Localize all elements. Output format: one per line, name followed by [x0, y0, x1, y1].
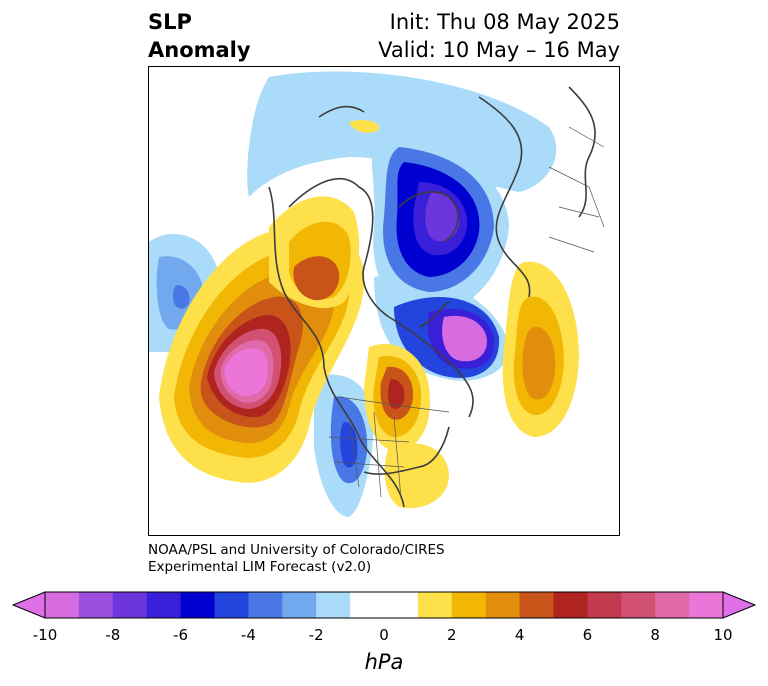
colorbar-cell [689, 592, 724, 618]
anomaly-region [384, 443, 449, 509]
colorbar-tick-label: 0 [379, 626, 389, 644]
valid-label: Valid: 10 May – 16 May [378, 38, 620, 62]
colorbar-extend-max [722, 591, 757, 619]
colorbar-tick-label: -8 [105, 626, 121, 644]
colorbar-outline [44, 591, 724, 619]
borders [328, 126, 605, 500]
colorbar-cell [384, 592, 419, 618]
anomaly-region [442, 315, 487, 362]
colorbar-tick-labels: -10 -8 -6 -4 -2 0 2 4 6 8 10 [0, 626, 768, 648]
colorbar-tick-label: -2 [308, 626, 324, 644]
credit-line-2: Experimental LIM Forecast (v2.0) [148, 559, 372, 575]
anomaly-region [293, 256, 340, 301]
colorbar-cell [214, 592, 249, 618]
map-title: SLP Anomaly [148, 8, 251, 64]
variable-label: SLP [148, 10, 192, 34]
colorbar-cell [621, 592, 656, 618]
colorbar-cell [655, 592, 690, 618]
colorbar-tick-label: 8 [650, 626, 660, 644]
anomaly-map [148, 66, 620, 536]
colorbar-cell [350, 592, 385, 618]
colorbar-cell [519, 592, 554, 618]
anomaly-region [349, 119, 380, 133]
colorbar-cell [112, 592, 148, 618]
colorbar-cell [316, 592, 351, 618]
colorbar-tick-label: 6 [582, 626, 593, 644]
colorbar-tick-label: -6 [173, 626, 189, 644]
map-canvas [149, 71, 605, 517]
anomaly-region [224, 348, 268, 397]
colorbar-cell [45, 592, 80, 618]
colorbar-tick-label: 10 [713, 626, 733, 644]
anomaly-region [340, 422, 358, 468]
colorbar-extend-min [11, 591, 46, 619]
colorbar-cell [553, 592, 588, 618]
colorbar-cell [282, 592, 317, 618]
anomaly-region [173, 285, 190, 309]
coastlines [268, 86, 596, 508]
forecast-dates: Init: Thu 08 May 2025 Valid: 10 May – 16… [378, 8, 620, 64]
anomaly-region [425, 192, 460, 242]
colorbar-tick-label: -4 [240, 626, 256, 644]
colorbar-cell [451, 592, 487, 618]
colorbar-cell [146, 592, 182, 618]
credit-line-1: NOAA/PSL and University of Colorado/CIRE… [148, 542, 445, 558]
init-label: Init: Thu 08 May 2025 [389, 10, 620, 34]
colorbar-cell [248, 592, 283, 618]
anomaly-region [522, 326, 556, 400]
colorbar-tick-label: 4 [514, 626, 525, 644]
colorbar-tick-label: 2 [447, 626, 457, 644]
type-label: Anomaly [148, 38, 251, 62]
colorbar-tick-label: -10 [32, 626, 58, 644]
colorbar-cell [78, 592, 114, 618]
colorbar-units: hPa [364, 650, 404, 674]
colorbar [11, 591, 757, 619]
credit-text: NOAA/PSL and University of Colorado/CIRE… [148, 542, 445, 576]
colorbar-cell [485, 592, 521, 618]
colorbar-cell [417, 592, 453, 618]
colorbar-cell [587, 592, 622, 618]
colorbar-cell [180, 592, 215, 618]
anomaly-region [388, 379, 405, 409]
